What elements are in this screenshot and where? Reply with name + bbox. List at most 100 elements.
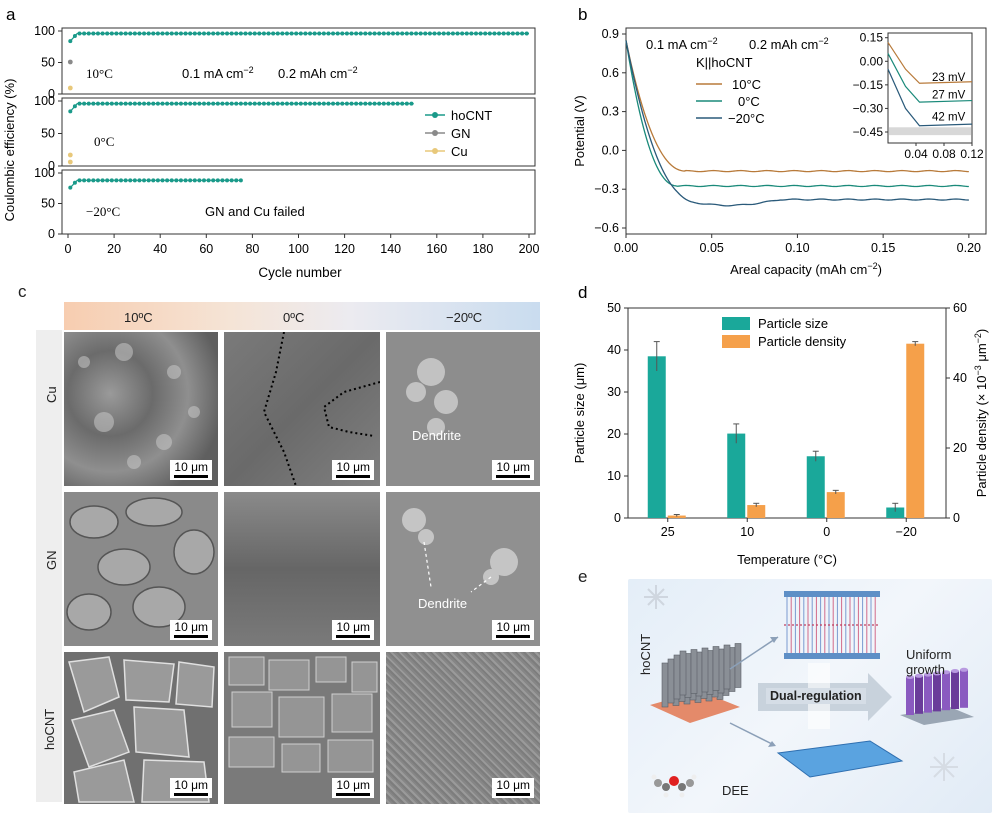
nanotube-icon bbox=[723, 644, 731, 690]
panel-c-sem-images: c 10ºC 0ºC −20ºC Cu GN hoCNT 10 μm 10 μm… bbox=[0, 280, 560, 818]
subpanel2-temp: 0°C bbox=[94, 134, 114, 149]
inset-label-23mv: 23 mV bbox=[932, 72, 966, 84]
ce-point bbox=[492, 31, 497, 36]
ce-point bbox=[183, 178, 188, 183]
ce-point bbox=[515, 31, 520, 36]
ce-point bbox=[86, 31, 91, 36]
ce-point bbox=[354, 101, 359, 106]
ce-point bbox=[68, 109, 73, 114]
ce-point bbox=[132, 101, 137, 106]
scale-bar: 10 μm bbox=[332, 460, 374, 480]
x-tick-label-b: 0.20 bbox=[957, 241, 981, 255]
ce-point bbox=[238, 178, 243, 183]
ce-point bbox=[165, 178, 170, 183]
uniform-slab-icon bbox=[776, 740, 904, 778]
ce-point bbox=[188, 101, 193, 106]
y-tick-label: 100 bbox=[34, 94, 55, 108]
ce-point bbox=[160, 31, 165, 36]
panel-letter-b: b bbox=[578, 5, 587, 24]
ce-point bbox=[349, 31, 354, 36]
subpanel1-cond1: 0.1 mA cm−2 bbox=[182, 65, 254, 81]
ce-point bbox=[146, 31, 151, 36]
nanotube-icon bbox=[673, 654, 681, 700]
hocnt-forest-icon bbox=[650, 643, 742, 723]
ce-point bbox=[128, 101, 133, 106]
x-tick-label: 60 bbox=[199, 242, 213, 256]
y-tick-left: 50 bbox=[607, 301, 621, 315]
ce-point bbox=[86, 178, 91, 183]
y-tick-label-b: −0.6 bbox=[594, 221, 619, 235]
ce-point bbox=[298, 31, 303, 36]
ce-point bbox=[317, 31, 322, 36]
ce-point bbox=[225, 178, 230, 183]
dendrite-label-cu: Dendrite bbox=[412, 428, 462, 443]
ce-point bbox=[437, 31, 442, 36]
y-tick-left: 0 bbox=[614, 511, 621, 525]
ce-point-cu bbox=[67, 152, 73, 158]
y-tick-label: 50 bbox=[41, 197, 55, 211]
dee-molecule-icon bbox=[651, 774, 697, 798]
ce-point bbox=[275, 31, 280, 36]
temperature-gradient-bar bbox=[64, 302, 540, 330]
ce-point bbox=[105, 178, 110, 183]
panel-letter-d: d bbox=[578, 283, 587, 302]
x-tick-label: 180 bbox=[472, 242, 493, 256]
legend-size: Particle size bbox=[758, 316, 828, 331]
ce-point bbox=[201, 31, 206, 36]
ce-point bbox=[248, 101, 253, 106]
ce-point bbox=[252, 101, 257, 106]
ce-point bbox=[381, 31, 386, 36]
cylinder-icon bbox=[915, 675, 923, 714]
ce-point bbox=[312, 31, 317, 36]
ce-point bbox=[211, 178, 216, 183]
ce-point bbox=[308, 31, 313, 36]
ce-point bbox=[381, 101, 386, 106]
ce-point bbox=[432, 31, 437, 36]
dotted-boundary-2 bbox=[322, 381, 380, 437]
ce-point bbox=[331, 31, 336, 36]
bar-size-0 bbox=[647, 356, 666, 518]
ce-point bbox=[506, 31, 511, 36]
top-structure-icon bbox=[784, 591, 880, 659]
x-tick-label: 160 bbox=[426, 242, 447, 256]
hocnt-label: hoCNT bbox=[638, 633, 653, 675]
scale-bar: 10 μm bbox=[492, 620, 534, 640]
y-tick-right: 40 bbox=[953, 371, 967, 385]
x-tick-label-b: 0.05 bbox=[700, 241, 724, 255]
legend-marker-gn bbox=[432, 130, 438, 136]
ce-point bbox=[146, 178, 151, 183]
ce-point bbox=[321, 101, 326, 106]
ce-point bbox=[404, 31, 409, 36]
dee-label: DEE bbox=[722, 783, 749, 798]
temp-label-10c: 10ºC bbox=[124, 310, 153, 325]
inset-x-tick: 0.04 bbox=[904, 147, 928, 161]
x-tick-label: 200 bbox=[519, 242, 540, 256]
legend-minus20c: −20°C bbox=[728, 111, 765, 126]
ce-point bbox=[183, 101, 188, 106]
legend-10c: 10°C bbox=[732, 77, 761, 92]
ce-point bbox=[308, 101, 313, 106]
sem-gn-0c: 10 μm bbox=[224, 492, 380, 646]
ce-point bbox=[77, 31, 82, 36]
ce-point bbox=[248, 31, 253, 36]
ce-point bbox=[524, 31, 529, 36]
panel-a-coulombic-efficiency: a Coulombic efficiency (%) 1005001005000… bbox=[2, 5, 540, 280]
ce-point bbox=[321, 31, 326, 36]
bar-size-1 bbox=[727, 433, 746, 518]
y-tick-label-b: −0.3 bbox=[594, 182, 619, 196]
ce-point bbox=[68, 39, 73, 44]
inset-y-tick: −0.30 bbox=[853, 101, 884, 115]
ce-point bbox=[160, 101, 165, 106]
dotted-boundary-1 bbox=[262, 332, 297, 486]
ce-point bbox=[326, 101, 331, 106]
y-tick-label: 0 bbox=[48, 159, 55, 173]
y-axis-label: Coulombic efficiency (%) bbox=[2, 79, 17, 222]
cylinder-icon bbox=[906, 677, 914, 715]
panel-d-bar-chart: d 0 10 20 30 40 50 0 20 40 60 25 10 0 −20 Particle … bbox=[572, 283, 989, 567]
inset-curve-m20 bbox=[887, 68, 973, 127]
sem-cu-10c: 10 μm bbox=[64, 332, 218, 486]
ce-point bbox=[261, 101, 266, 106]
ce-point bbox=[340, 101, 345, 106]
ce-point bbox=[280, 101, 285, 106]
ce-point bbox=[344, 101, 349, 106]
